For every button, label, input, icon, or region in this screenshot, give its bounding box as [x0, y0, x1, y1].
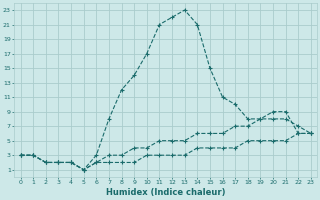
- X-axis label: Humidex (Indice chaleur): Humidex (Indice chaleur): [106, 188, 226, 197]
